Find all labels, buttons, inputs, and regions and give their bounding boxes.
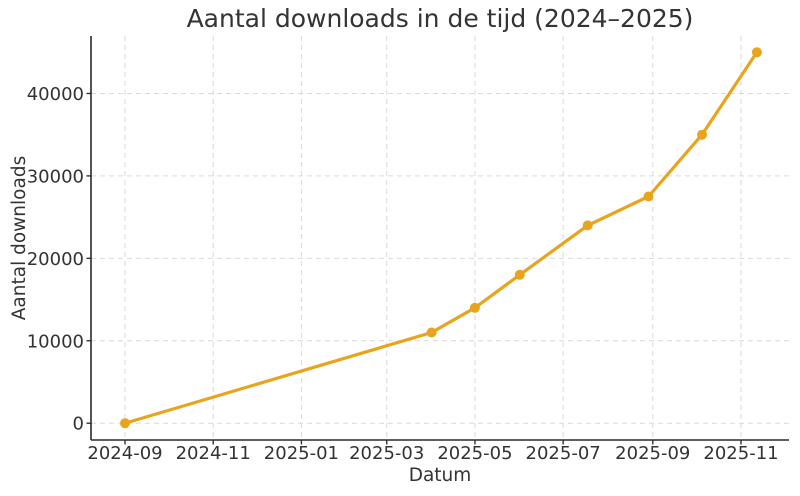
x-tick-label: 2025-01 xyxy=(264,443,339,464)
x-tick-label: 2024-11 xyxy=(176,443,251,464)
y-tick-label: 30000 xyxy=(27,166,84,187)
series-layer xyxy=(120,47,762,429)
y-tick-label: 10000 xyxy=(27,331,84,352)
x-tick-label: 2025-07 xyxy=(526,443,601,464)
data-point-marker xyxy=(514,269,525,280)
x-tick-label: 2025-09 xyxy=(615,443,690,464)
x-tick-label: 2025-11 xyxy=(703,443,778,464)
x-tick-label: 2025-03 xyxy=(349,443,424,464)
downloads-series-line xyxy=(123,50,759,425)
grid-layer xyxy=(91,36,789,440)
y-tick-label: 40000 xyxy=(27,84,84,105)
data-point-marker xyxy=(697,129,707,140)
y-tick-label: 20000 xyxy=(27,249,84,270)
y-tick-label: 0 xyxy=(73,414,84,435)
x-axis-label: Datum xyxy=(409,465,472,486)
data-point-marker xyxy=(582,220,593,231)
chart-title: Aantal downloads in de tijd (2024–2025) xyxy=(187,4,694,33)
data-point-marker xyxy=(469,302,480,313)
data-point-marker xyxy=(643,191,654,202)
data-point-marker xyxy=(120,418,130,429)
axis-layer: 2024-09 2024-11 2025-01 2025-03 2025-05 2025-… xyxy=(27,36,789,464)
x-tick-label: 2025-05 xyxy=(437,443,512,464)
data-point-marker xyxy=(426,327,437,338)
y-axis-label: Aantal downloads xyxy=(9,156,30,320)
data-point-marker xyxy=(751,47,762,58)
x-tick-label: 2024-09 xyxy=(87,443,162,464)
